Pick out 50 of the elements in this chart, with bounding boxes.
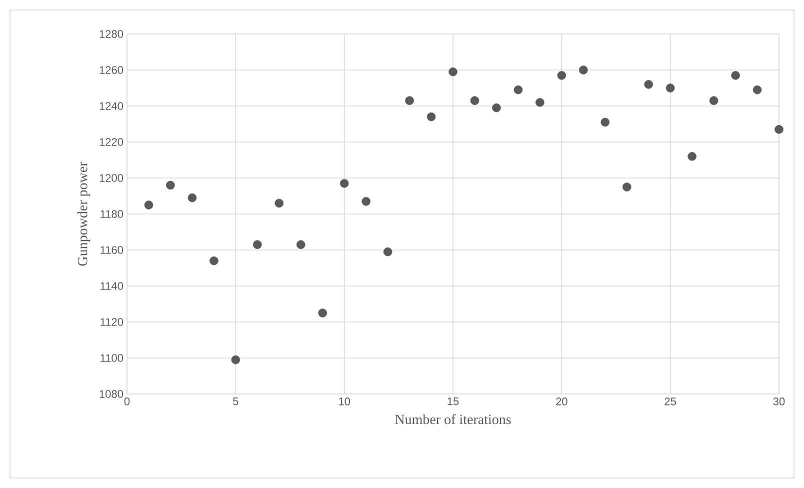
x-tick-label: 0 <box>124 398 130 406</box>
x-tick-label: 25 <box>664 398 676 406</box>
point <box>622 182 632 192</box>
point <box>210 256 218 266</box>
point <box>579 66 588 74</box>
y-tick-label: 1240 <box>100 102 124 110</box>
point <box>644 80 654 89</box>
x-tick-label: 10 <box>339 398 350 406</box>
point <box>362 197 370 206</box>
point <box>709 96 718 105</box>
x-tick-label: 30 <box>773 398 785 406</box>
x-tick-label: 20 <box>556 398 568 406</box>
point <box>296 240 306 249</box>
point <box>536 98 544 107</box>
point <box>514 85 523 94</box>
point <box>166 180 175 190</box>
y-tick-label: 1100 <box>100 354 124 362</box>
point <box>318 308 327 318</box>
point <box>774 125 784 134</box>
y-tick-label: 1120 <box>100 318 124 326</box>
y-tick-label: 1180 <box>100 210 124 218</box>
point <box>492 103 501 112</box>
y-tick-label: 1260 <box>100 66 124 74</box>
point <box>426 112 436 122</box>
y-tick-label: 1140 <box>100 282 124 290</box>
x-tick-label: 5 <box>233 398 238 406</box>
y-axis-title: Gunpowder power <box>77 162 90 266</box>
point <box>383 247 392 256</box>
point <box>470 96 480 105</box>
point <box>274 198 284 208</box>
point <box>600 118 610 127</box>
y-tick-label: 1280 <box>100 30 124 38</box>
point <box>557 71 566 80</box>
point <box>188 193 197 202</box>
x-tick-label: 15 <box>448 398 459 406</box>
point <box>231 355 240 364</box>
y-tick-label: 1080 <box>100 390 124 398</box>
point <box>752 85 762 94</box>
point <box>448 67 458 76</box>
x-axis-title: Number of iterations <box>395 414 511 424</box>
point <box>666 84 675 92</box>
y-tick-label: 1200 <box>100 174 124 182</box>
point <box>405 96 414 105</box>
y-tick-label: 1160 <box>100 246 124 254</box>
point <box>340 179 349 188</box>
point <box>144 200 154 210</box>
point <box>253 240 262 249</box>
y-tick-label: 1220 <box>100 138 124 146</box>
point <box>731 71 740 80</box>
point <box>688 152 696 161</box>
